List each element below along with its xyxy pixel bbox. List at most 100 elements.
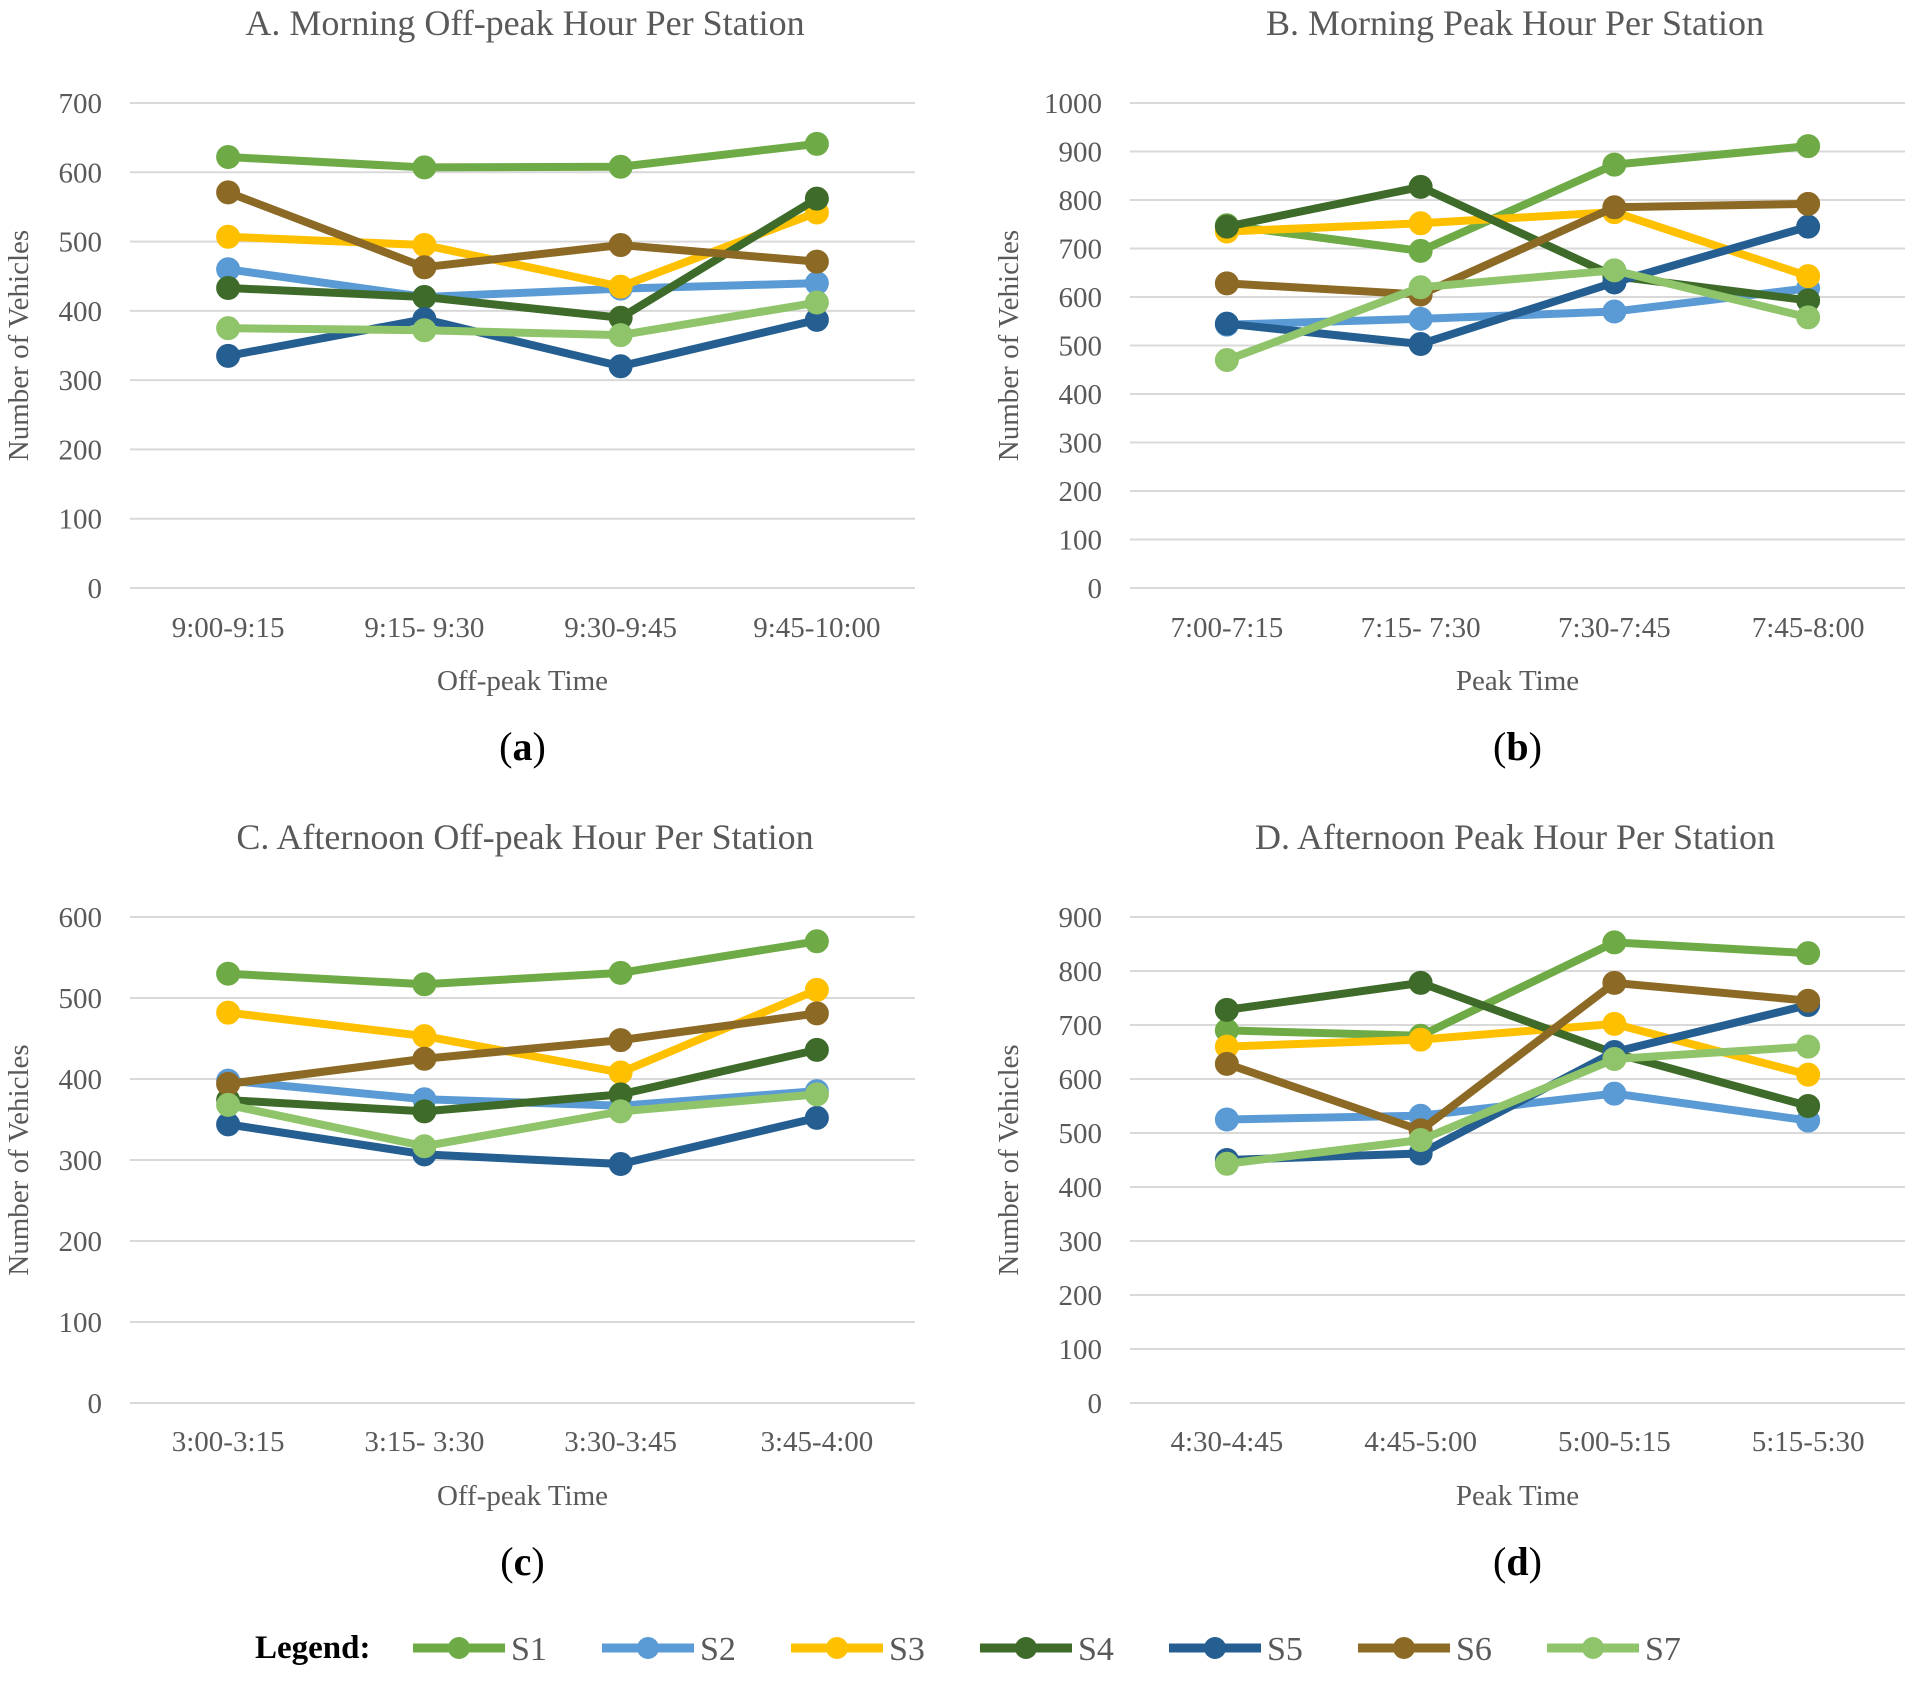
y-axis-label: Number of Vehicles <box>993 230 1025 461</box>
y-tick-label: 200 <box>1059 476 1103 508</box>
y-tick-label: 500 <box>1059 331 1103 363</box>
chart-title: C. Afternoon Off-peak Hour Per Station <box>236 817 813 857</box>
data-point <box>804 1037 829 1062</box>
legend-item-s7: S7 <box>1547 1631 1681 1668</box>
legend-marker <box>826 1637 848 1659</box>
chart-panel-c: C. Afternoon Off-peak Hour Per Station N… <box>3 817 915 1584</box>
data-point <box>412 285 437 309</box>
chart-panel-a: A. Morning Off-peak Hour Per Station Num… <box>3 3 915 769</box>
legend-label: S5 <box>1267 1631 1303 1668</box>
y-tick-label: 800 <box>1059 956 1103 988</box>
data-point <box>412 155 437 180</box>
data-point <box>412 318 437 343</box>
y-tick-label: 500 <box>59 983 103 1015</box>
data-point <box>216 145 241 170</box>
series-s6 <box>216 180 829 280</box>
x-tick-label: 3:15- 3:30 <box>364 1426 484 1458</box>
y-tick-label: 500 <box>59 227 103 259</box>
series-line <box>1226 199 1809 299</box>
legend-item-s6: S6 <box>1358 1631 1492 1668</box>
y-tick-label: 700 <box>1059 1010 1103 1042</box>
data-point <box>1602 930 1627 955</box>
y-tick-label: 300 <box>1059 428 1103 460</box>
x-tick-label: 9:45-10:00 <box>753 612 880 644</box>
data-point <box>1602 1011 1627 1036</box>
data-point <box>1214 1051 1239 1076</box>
legend-label: S2 <box>700 1631 736 1668</box>
y-tick-label: 700 <box>1059 234 1103 266</box>
data-point <box>1796 191 1821 216</box>
y-tick-label: 0 <box>88 573 103 605</box>
data-point <box>608 323 633 348</box>
y-tick-label: 300 <box>59 1145 103 1177</box>
legend-item-s3: S3 <box>791 1631 925 1668</box>
chart-panel-d: D. Afternoon Peak Hour Per Station Numbe… <box>993 817 1905 1584</box>
legend-label: S7 <box>1645 1631 1681 1668</box>
data-point <box>412 1046 437 1071</box>
x-axis-label: Off-peak Time <box>437 665 608 697</box>
chart-title: D. Afternoon Peak Hour Per Station <box>1255 817 1775 857</box>
chart-title: A. Morning Off-peak Hour Per Station <box>245 3 804 43</box>
data-point <box>1796 1062 1821 1087</box>
series-line <box>227 937 818 989</box>
data-point <box>804 290 829 315</box>
data-point <box>1408 238 1433 263</box>
data-point <box>608 233 633 258</box>
y-tick-label: 600 <box>59 157 103 189</box>
series-line <box>1226 222 1810 349</box>
panel-caption: (b) <box>1493 724 1542 769</box>
y-tick-label: 600 <box>1059 1064 1103 1096</box>
series-line <box>1226 938 1809 1040</box>
chart-panel-b: B. Morning Peak Hour Per Station Number … <box>993 3 1905 769</box>
charts-figure: A. Morning Off-peak Hour Per Station Num… <box>3 3 1905 1584</box>
data-point <box>1602 1081 1627 1106</box>
data-point <box>412 972 437 997</box>
data-point <box>608 1099 633 1124</box>
data-point <box>1796 264 1821 289</box>
y-tick-label: 300 <box>1059 1226 1103 1258</box>
series-line <box>1226 978 1810 1110</box>
y-tick-label: 0 <box>1088 1388 1103 1420</box>
data-point <box>1602 1047 1627 1072</box>
data-point <box>216 224 241 249</box>
y-tick-label: 100 <box>1059 1334 1103 1366</box>
series-line <box>227 986 819 1077</box>
x-tick-label: 3:45-4:00 <box>760 1426 873 1458</box>
x-tick-label: 4:45-5:00 <box>1364 1426 1477 1458</box>
x-tick-label: 7:45-8:00 <box>1752 612 1865 644</box>
y-tick-label: 1000 <box>1044 88 1102 120</box>
x-tick-label: 5:00-5:15 <box>1558 1426 1671 1458</box>
x-axis-label: Peak Time <box>1456 1480 1579 1512</box>
y-tick-label: 800 <box>1059 185 1103 217</box>
y-tick-label: 0 <box>1088 573 1103 605</box>
y-tick-label: 400 <box>1059 379 1103 411</box>
series-s7 <box>1214 258 1821 373</box>
series-s5 <box>216 1105 829 1177</box>
series-line <box>1226 1042 1809 1168</box>
x-tick-label: 4:30-4:45 <box>1170 1426 1283 1458</box>
data-point <box>216 1000 241 1025</box>
data-point <box>1408 1128 1433 1153</box>
data-point <box>216 275 241 300</box>
data-point <box>1214 271 1239 296</box>
y-tick-label: 100 <box>59 504 103 536</box>
y-axis-label: Number of Vehicles <box>993 1044 1025 1275</box>
data-point <box>1408 174 1433 199</box>
x-tick-label: 9:00-9:15 <box>172 612 285 644</box>
data-point <box>1796 214 1821 239</box>
data-point <box>1796 941 1821 966</box>
data-point <box>608 274 633 299</box>
series-line <box>227 1090 818 1151</box>
y-tick-label: 700 <box>59 88 103 120</box>
data-point <box>608 354 633 379</box>
legend-label: S4 <box>1078 1631 1114 1668</box>
series-s7 <box>1214 1034 1821 1176</box>
series-s6 <box>216 1001 829 1096</box>
y-tick-label: 400 <box>59 296 103 328</box>
legend-item-s1: S1 <box>413 1631 547 1668</box>
y-tick-label: 100 <box>59 1307 103 1339</box>
data-point <box>804 1001 829 1026</box>
data-point <box>1602 258 1627 283</box>
x-tick-label: 7:30-7:45 <box>1558 612 1671 644</box>
y-tick-label: 400 <box>1059 1172 1103 1204</box>
